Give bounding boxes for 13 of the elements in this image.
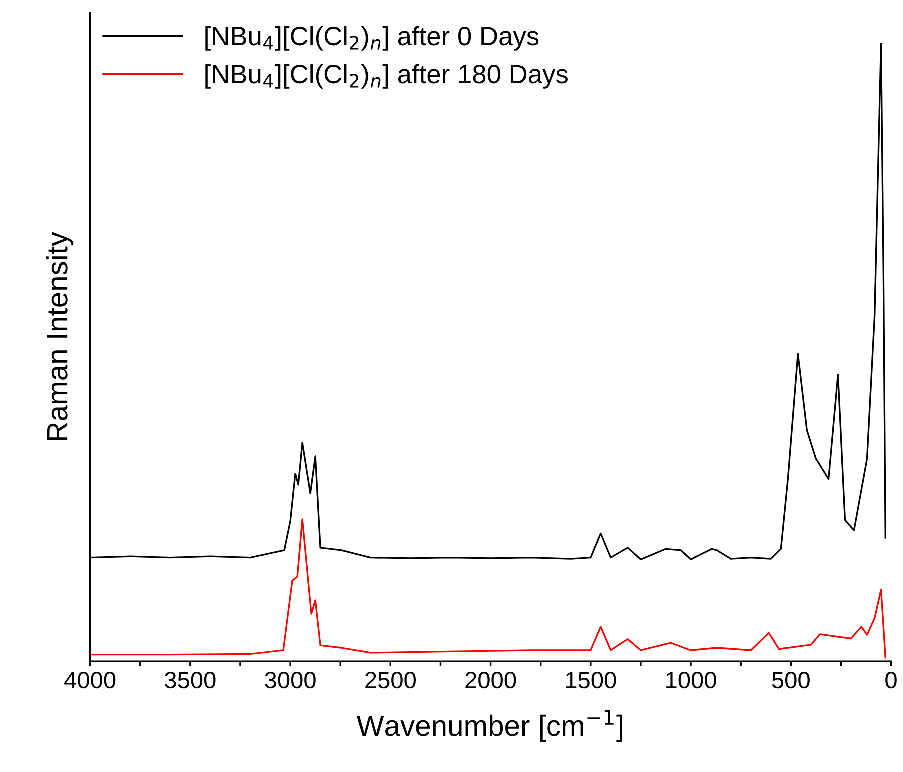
x-tick-label: 1000: [666, 672, 716, 689]
x-tick-label: 0: [886, 672, 897, 689]
legend-label: [NBu$_{4}$][Cl(Cl$_{2}$)$_{n}$] after 0 Days: [206, 26, 539, 51]
legend-label: [NBu$_{4}$][Cl(Cl$_{2}$)$_{n}$] after 180 Days: [206, 64, 568, 89]
x-tick-label: 2500: [366, 672, 416, 689]
x-tick-label: 2000: [466, 672, 516, 689]
x-tick-label: 3500: [165, 672, 216, 689]
x-tick-label: 4000: [64, 672, 116, 689]
x-tick-label: 3000: [265, 672, 316, 689]
x-tick-label: 500: [772, 672, 810, 689]
x-axis-title: Wavenumber [cm$^{−1}$]: [356, 710, 622, 742]
x-tick-label: 1500: [566, 672, 616, 689]
y-axis-title: Raman Intensity: [46, 232, 74, 440]
